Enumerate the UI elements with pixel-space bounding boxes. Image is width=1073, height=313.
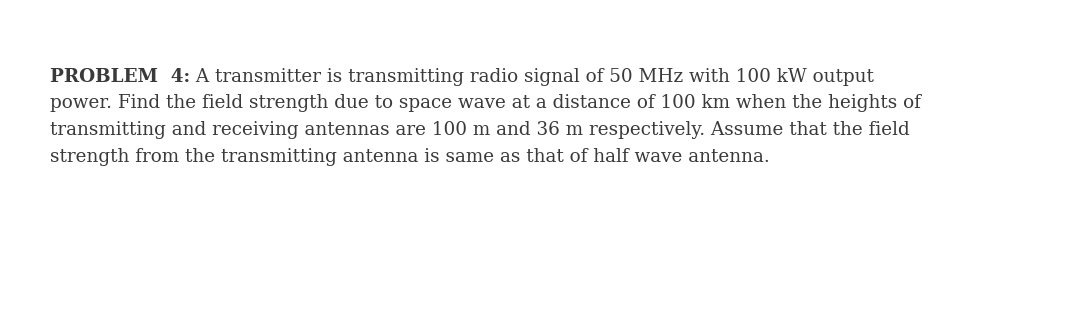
Text: A transmitter is transmitting radio signal of 50 MHz with 100 kW output: A transmitter is transmitting radio sign… xyxy=(190,68,874,86)
Text: PROBLEM  4:: PROBLEM 4: xyxy=(50,68,190,86)
Text: strength from the transmitting antenna is same as that of half wave antenna.: strength from the transmitting antenna i… xyxy=(50,147,769,166)
Text: transmitting and receiving antennas are 100 m and 36 m respectively. Assume that: transmitting and receiving antennas are … xyxy=(50,121,910,139)
Text: power. Find the field strength due to space wave at a distance of 100 km when th: power. Find the field strength due to sp… xyxy=(50,95,921,112)
